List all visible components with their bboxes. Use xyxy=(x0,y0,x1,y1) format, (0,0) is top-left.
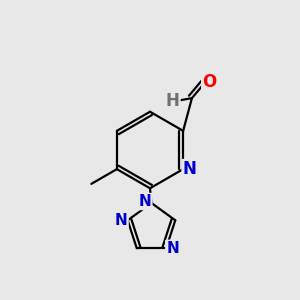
Text: N: N xyxy=(139,194,152,209)
Text: O: O xyxy=(202,73,217,91)
Text: N: N xyxy=(115,213,128,228)
Text: H: H xyxy=(166,92,179,110)
Text: N: N xyxy=(183,160,196,178)
Text: N: N xyxy=(166,241,179,256)
